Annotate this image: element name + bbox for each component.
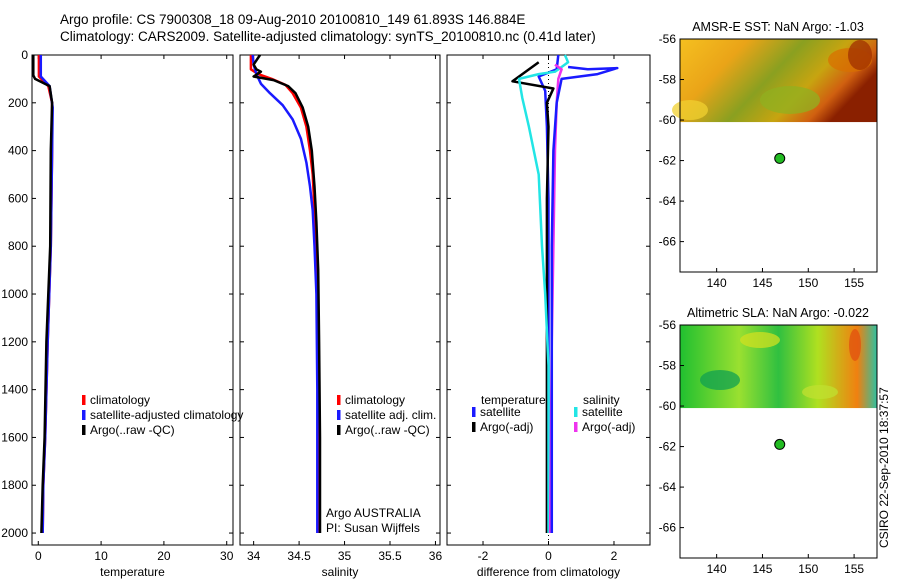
argo-float-location-marker — [774, 438, 786, 450]
x-tick-label: 155 — [844, 562, 864, 576]
y-tick-label: 1400 — [1, 383, 28, 397]
y-tick-label: 1600 — [1, 430, 28, 444]
x-tick-label: 10 — [94, 549, 108, 563]
y-tick-label: 2000 — [1, 526, 28, 540]
x-tick-label: 145 — [752, 276, 772, 290]
legend-title-salinity: salinity — [583, 393, 620, 407]
legend-swatch — [574, 422, 578, 432]
figure-title-line2: Climatology: CARS2009. Satellite-adjuste… — [60, 29, 596, 44]
legend-swatch — [337, 395, 341, 405]
legend-swatch — [82, 395, 86, 405]
legend-swatch — [82, 410, 86, 420]
difference-panel: -2 0 2 difference from climatology temperatu… — [446, 54, 651, 579]
legend-label: Argo(..raw -QC) — [90, 423, 175, 437]
legend-label: Argo(-adj) — [480, 420, 533, 434]
y-tick-label: 1000 — [1, 287, 28, 301]
x-tick-label: 150 — [798, 562, 818, 576]
series-line-argo-raw-qc- — [32, 55, 54, 534]
legend-label: satellite — [582, 405, 623, 419]
legend-swatch — [472, 422, 476, 432]
x-tick-label: -2 — [478, 549, 489, 563]
legend-swatch — [472, 407, 476, 417]
series-line-salinity-satellite-spike — [550, 65, 619, 533]
y-tick-label: -56 — [659, 318, 677, 332]
x-tick-label: 150 — [798, 276, 818, 290]
argo-float-location-marker — [774, 152, 786, 164]
legend-swatch — [337, 425, 341, 435]
sla-map-title: Altimetric SLA: NaN Argo: -0.022 — [687, 306, 869, 320]
difference-xlabel: difference from climatology — [477, 565, 620, 579]
x-tick-label: 36 — [429, 549, 443, 563]
series-line-salinity-satellite — [517, 54, 570, 533]
field-patch — [848, 40, 872, 70]
legend-swatch — [337, 410, 341, 420]
temperature-panel: 0 10 20 30 temperature 0 200 400 600 800 1000 1200 1… — [1, 48, 243, 579]
y-tick-label: -58 — [659, 359, 677, 373]
x-tick-label: 0 — [545, 549, 552, 563]
y-tick-label: 1800 — [1, 478, 28, 492]
y-tick-label: 800 — [8, 239, 28, 253]
legend-label: Argo(..raw -QC) — [345, 423, 430, 437]
x-tick-label: 34 — [247, 549, 261, 563]
legend-label: Argo(-adj) — [582, 420, 635, 434]
figure-title-line1: Argo profile: CS 7900308_18 09-Aug-2010 … — [60, 12, 525, 27]
y-tick-label: 400 — [8, 144, 28, 158]
y-tick-label: -66 — [659, 235, 677, 249]
legend-label: satellite-adjusted climatology — [90, 408, 243, 422]
float-owner-annotation: Argo AUSTRALIA — [326, 506, 421, 520]
x-tick-label: 155 — [844, 276, 864, 290]
salinity-panel: 34 34.5 35 35.5 36 salinity climatologysatelli… — [239, 54, 443, 579]
sla_map-frame — [679, 324, 878, 559]
y-tick-label: -66 — [659, 521, 677, 535]
pi-name-annotation: PI: Susan Wijffels — [326, 521, 420, 535]
x-tick-label: 35 — [338, 549, 352, 563]
y-tick-label: -60 — [659, 113, 677, 127]
legend-swatch — [574, 407, 578, 417]
credit-timestamp: CSIRO 22-Sep-2010 18:37:57 — [877, 387, 891, 548]
y-tick-label: -64 — [659, 480, 677, 494]
legend-label: climatology — [90, 393, 150, 407]
field-patch — [760, 86, 820, 114]
y-tick-label: 0 — [21, 48, 28, 62]
y-tick-label: -62 — [659, 440, 677, 454]
field-patch — [849, 329, 861, 361]
legend-label: climatology — [345, 393, 405, 407]
field-patch — [672, 100, 708, 120]
y-tick-label: 1200 — [1, 335, 28, 349]
series-line-argo-raw-qc- — [252, 54, 322, 533]
x-tick-label: 140 — [707, 562, 727, 576]
sst-map-title: AMSR-E SST: NaN Argo: -1.03 — [692, 20, 864, 34]
x-tick-label: 140 — [707, 276, 727, 290]
x-tick-label: 34.5 — [287, 549, 311, 563]
x-tick-label: 30 — [220, 549, 234, 563]
legend-label: satellite adj. clim. — [345, 408, 436, 422]
field-patch — [802, 385, 838, 399]
y-tick-label: 600 — [8, 191, 28, 205]
x-tick-label: 2 — [611, 549, 618, 563]
temperature-frame — [31, 54, 234, 546]
y-tick-label: 200 — [8, 96, 28, 110]
x-tick-label: 0 — [35, 549, 42, 563]
sst_map-frame — [679, 38, 878, 273]
y-tick-label: -56 — [659, 32, 677, 46]
y-tick-label: -62 — [659, 154, 677, 168]
y-tick-label: -58 — [659, 73, 677, 87]
sla-map-panel: Altimetric SLA: NaN Argo: -0.022 140 145 1… — [659, 306, 878, 576]
salinity-frame — [239, 54, 441, 546]
legend-swatch — [82, 425, 86, 435]
x-tick-label: 20 — [157, 549, 171, 563]
sst-map-panel: AMSR-E SST: NaN Argo: -1.03 140 145 150 155… — [659, 20, 878, 290]
field-patch — [740, 332, 780, 348]
legend-label: satellite — [480, 405, 521, 419]
y-tick-label: -64 — [659, 194, 677, 208]
field-patch — [700, 370, 740, 390]
y-tick-label: -60 — [659, 399, 677, 413]
legend-title-temperature: temperature — [481, 393, 546, 407]
temperature-xlabel: temperature — [100, 565, 165, 579]
x-tick-label: 145 — [752, 562, 772, 576]
salinity-xlabel: salinity — [322, 565, 359, 579]
x-tick-label: 35.5 — [378, 549, 402, 563]
